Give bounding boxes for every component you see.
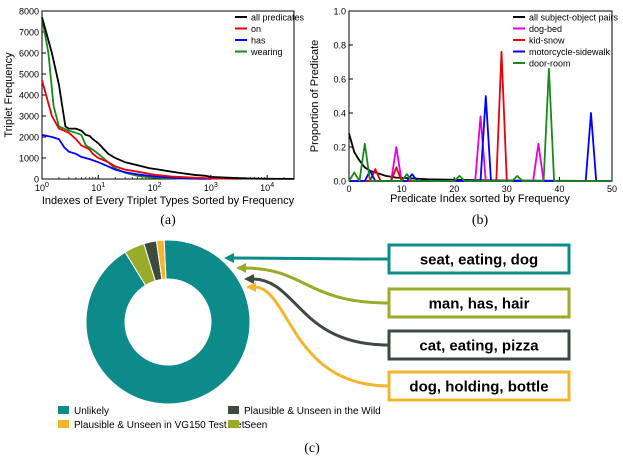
callout-label: dog, holding, bottle xyxy=(409,379,548,396)
x-tick-label: 103 xyxy=(204,182,218,193)
y-tick-label: 0.2 xyxy=(333,143,346,153)
callout-box xyxy=(387,287,571,319)
y-tick-label: 0.4 xyxy=(333,109,346,119)
panel-a-caption: (a) xyxy=(160,213,176,228)
panel-a-x-ticks: 100 101 102 103 104 xyxy=(35,175,295,193)
legend-label: all predicates xyxy=(251,13,305,23)
y-tick-label: 4000 xyxy=(19,91,39,101)
legend-label: on xyxy=(251,24,261,34)
y-tick-label: 0.6 xyxy=(333,75,346,85)
panel-c-donut xyxy=(85,239,251,405)
x-tick-label: 102 xyxy=(148,182,162,193)
y-tick-label: 2000 xyxy=(19,133,39,143)
legend-swatch xyxy=(58,406,69,414)
donut-slice-plausible-unseen-in-vg150-test-set xyxy=(155,239,167,280)
callout-arrow xyxy=(231,256,390,261)
callout-box xyxy=(387,243,571,275)
legend-label: all subject-object pairs xyxy=(529,13,619,23)
x-tick-label: 30 xyxy=(502,184,512,194)
series-line-dog-bed xyxy=(349,115,612,182)
callout-arrow xyxy=(243,266,390,305)
y-tick-label: 1.0 xyxy=(333,7,346,17)
callout-arrowhead xyxy=(224,253,234,263)
x-tick-label: 20 xyxy=(449,184,459,194)
panel-c-legend: Unlikely Plausible & Unseen in the Wild Pl… xyxy=(58,406,381,431)
series-line-all-predicates xyxy=(41,17,295,180)
callout-arrow xyxy=(253,285,390,388)
panel-a-y-label: Triplet Frequency xyxy=(3,52,15,138)
legend-swatch xyxy=(228,420,239,428)
y-tick-label: 6000 xyxy=(19,49,39,59)
donut-slice-unlikely xyxy=(85,239,251,405)
x-tick-label: 0 xyxy=(346,184,351,194)
legend-label: Unlikely xyxy=(74,406,109,417)
panel-b-frame xyxy=(348,10,613,182)
panel-b-y-ticks: 0.0 0.2 0.4 0.6 0.8 1.0 xyxy=(333,7,353,187)
legend-swatch xyxy=(228,406,239,414)
y-tick-label: 1000 xyxy=(19,154,39,164)
panel-a-series xyxy=(41,17,295,180)
y-tick-label: 0 xyxy=(34,175,39,185)
x-tick-label: 101 xyxy=(91,182,105,193)
series-line-has xyxy=(41,134,211,180)
series-line-on xyxy=(41,80,238,180)
callout-box xyxy=(387,370,571,402)
callout-box xyxy=(387,329,571,361)
callout-label: cat, eating, pizza xyxy=(419,338,539,355)
callout-label: seat, eating, dog xyxy=(420,252,538,269)
legend-label: kid-snow xyxy=(529,36,565,46)
panel-c-arrows xyxy=(224,253,390,388)
panel-a-x-label: Indexes of Every Triplet Types Sorted by… xyxy=(42,195,295,207)
callout-label: man, has, hair xyxy=(429,296,530,313)
panel-b-x-label: Predicate Index sorted by Frequency xyxy=(390,193,570,205)
panel-b-y-label: Proportion of Predicate xyxy=(309,40,321,153)
series-line-wearing xyxy=(41,17,206,180)
callout-arrow xyxy=(251,277,390,347)
x-tick-label: 10 xyxy=(397,184,407,194)
panel-a-chart: 0 1000 2000 3000 4000 5000 6000 7000 8000 100 101… xyxy=(3,7,305,229)
panel-a-y-ticks: 0 1000 2000 3000 4000 5000 6000 7000 8000 xyxy=(19,7,46,185)
legend-label: Seen xyxy=(244,420,267,431)
series-line-door-room xyxy=(348,67,612,182)
y-tick-label: 0.0 xyxy=(333,177,346,187)
x-tick-label: 50 xyxy=(607,184,617,194)
y-tick-label: 3000 xyxy=(19,112,39,122)
panel-c-callouts: seat, eating, dog man, has, hair cat, eati… xyxy=(387,243,571,402)
legend-label: motorcycle-sidewalk xyxy=(529,47,611,57)
legend-label: Plausible & Unseen in VG150 Test Set xyxy=(74,420,245,431)
legend-label: Plausible & Unseen in the Wild xyxy=(244,406,381,417)
legend-label: wearing xyxy=(250,47,283,57)
y-tick-label: 7000 xyxy=(19,28,39,38)
legend-label: door-room xyxy=(529,59,571,69)
legend-swatch xyxy=(58,420,69,428)
legend-label: has xyxy=(251,36,266,46)
panel-b-caption: (b) xyxy=(472,213,489,228)
legend-label: dog-bed xyxy=(529,24,562,34)
panel-c-caption: (c) xyxy=(304,441,320,456)
callout-arrowhead xyxy=(246,282,256,292)
x-tick-label: 100 xyxy=(35,182,49,193)
y-tick-label: 0.8 xyxy=(333,41,346,51)
panel-c-chart: seat, eating, dog man, has, hair cat, eati… xyxy=(58,239,571,456)
callout-arrowhead xyxy=(236,263,246,273)
y-tick-label: 5000 xyxy=(19,70,39,80)
x-tick-label: 40 xyxy=(554,184,564,194)
panel-b-chart: 0.0 0.2 0.4 0.6 0.8 1.0 0 10 20 30 40 50 all subje… xyxy=(309,7,619,229)
series-line-motorcycle-sidewalk xyxy=(349,95,612,182)
series-line-kid-snow xyxy=(349,50,612,182)
y-tick-label: 8000 xyxy=(19,7,39,17)
callout-arrowhead xyxy=(244,274,254,284)
panel-b-series xyxy=(348,50,613,182)
x-tick-label: 104 xyxy=(260,182,274,193)
